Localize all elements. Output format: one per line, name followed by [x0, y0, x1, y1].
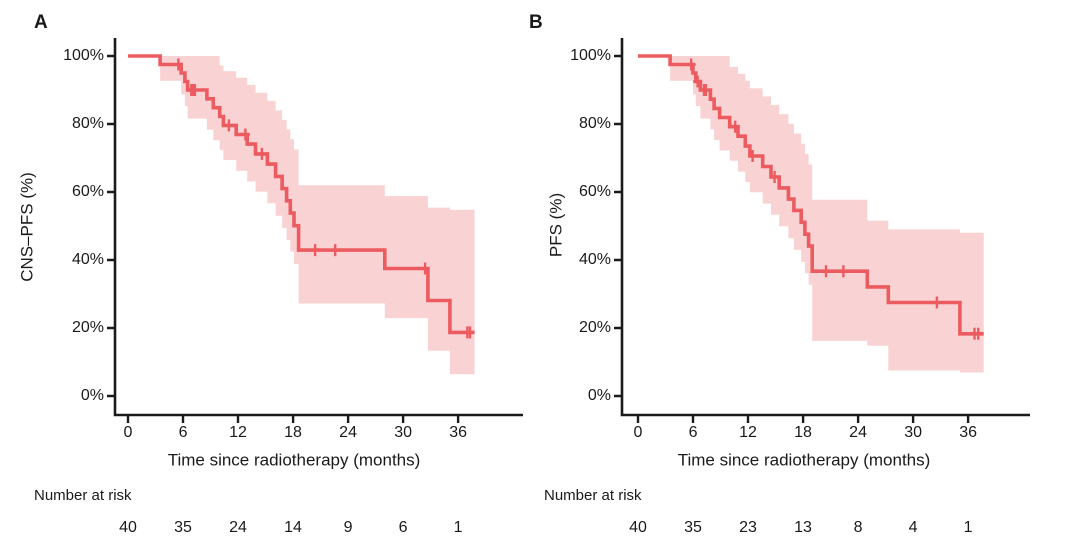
y-tick-label-b: 100%	[570, 47, 611, 64]
y-tick-label-a: 60%	[71, 183, 104, 200]
y-tick-label-a: 40%	[71, 251, 104, 268]
risk-count-a: 1	[453, 519, 463, 536]
risk-count-a: 9	[343, 519, 353, 536]
risk-count-a: 24	[229, 519, 247, 536]
panel-b-x-axis-title: Time since radiotherapy (months)	[677, 450, 931, 470]
ci-band-a	[160, 56, 475, 375]
x-tick-label-b: 24	[849, 424, 867, 441]
panel-b-y-axis-title: PFS (%)	[546, 192, 566, 258]
km-curve-b	[638, 54, 984, 336]
risk-count-b: 40	[629, 519, 647, 536]
y-tick-label-a: 0%	[80, 387, 104, 404]
panel-a-number-at-risk-label: Number at risk	[34, 487, 132, 504]
risk-count-b: 4	[908, 519, 918, 536]
x-tick-label-a: 36	[449, 424, 467, 441]
x-tick-label-b: 6	[688, 424, 698, 441]
ci-band-b	[670, 56, 984, 373]
y-tick-label-b: 0%	[587, 387, 611, 404]
axes-a	[113, 38, 523, 417]
y-tick-label-a: 80%	[71, 115, 104, 132]
x-tick-label-a: 18	[284, 424, 302, 441]
x-tick-label-b: 30	[904, 424, 922, 441]
panel-b-letter: B	[529, 12, 543, 33]
axis-ticks-a	[107, 54, 460, 423]
y-tick-label-a: 20%	[71, 319, 104, 336]
x-tick-label-a: 24	[339, 424, 357, 441]
x-tick-label-b: 0	[633, 424, 643, 441]
risk-count-b: 8	[853, 519, 863, 536]
censor-marks-b	[686, 58, 983, 340]
x-tick-label-b: 12	[739, 424, 757, 441]
risk-count-b: 13	[794, 519, 812, 536]
censor-marks-a	[173, 58, 475, 339]
x-tick-label-a: 0	[123, 424, 133, 441]
x-tick-label-a: 12	[229, 424, 247, 441]
panel-a-x-axis-title: Time since radiotherapy (months)	[167, 450, 421, 470]
panel-a-letter: A	[34, 12, 48, 33]
risk-count-b: 35	[684, 519, 702, 536]
risk-count-b: 23	[739, 519, 757, 536]
x-tick-label-b: 36	[959, 424, 977, 441]
axis-ticks-b	[614, 54, 970, 423]
risk-count-a: 14	[284, 519, 302, 536]
risk-count-b: 1	[963, 519, 973, 536]
axes-b	[620, 38, 1030, 417]
x-tick-label-b: 18	[794, 424, 812, 441]
y-tick-label-b: 80%	[578, 115, 611, 132]
panel-b-number-at-risk-label: Number at risk	[544, 487, 642, 504]
panel-a-y-axis-title: CNS–PFS (%)	[17, 172, 37, 282]
risk-count-a: 35	[174, 519, 192, 536]
y-tick-label-b: 60%	[578, 183, 611, 200]
y-tick-label-a: 100%	[63, 47, 104, 64]
y-tick-label-b: 40%	[578, 251, 611, 268]
y-tick-label-b: 20%	[578, 319, 611, 336]
x-tick-label-a: 30	[394, 424, 412, 441]
risk-count-a: 6	[398, 519, 408, 536]
x-tick-label-a: 6	[178, 424, 188, 441]
risk-count-a: 40	[119, 519, 137, 536]
km-curve-a	[128, 54, 475, 335]
